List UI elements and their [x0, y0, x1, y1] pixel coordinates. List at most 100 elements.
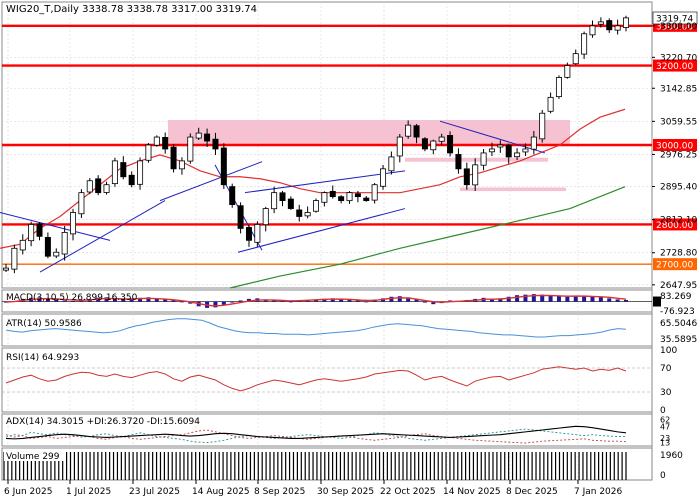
- candle-body: [614, 25, 621, 31]
- candle-body: [36, 223, 43, 237]
- candle-body: [480, 152, 487, 166]
- candle-body: [86, 180, 93, 193]
- macd-bar: [288, 301, 293, 303]
- trend-line: [244, 170, 406, 194]
- macd-bar: [347, 299, 352, 302]
- candle-body: [388, 156, 395, 172]
- price-tick-label: 2812.10: [660, 216, 697, 226]
- candle-body: [279, 192, 286, 202]
- trend-line: [439, 120, 546, 154]
- level-label-bg: [653, 139, 697, 151]
- candle-body: [438, 136, 445, 142]
- moving-averages: [0, 108, 626, 289]
- candle-body: [363, 197, 370, 202]
- panel-frames: [1, 1, 653, 481]
- adx-tick-label: 47: [660, 423, 670, 432]
- resistance-zone: [460, 187, 566, 192]
- candle-body: [78, 192, 85, 215]
- candle-body: [597, 21, 604, 25]
- rsi-tick-label: 100: [660, 346, 677, 356]
- time-tick-label: 23 Jul 2025: [129, 487, 180, 497]
- macd-bar: [422, 301, 427, 303]
- macd-bar: [297, 301, 302, 302]
- macd-bar: [238, 300, 243, 302]
- time-tick-label: 14 Nov 2025: [443, 487, 501, 497]
- adx-minus-di-line: [5, 429, 627, 444]
- candle-body: [413, 125, 420, 138]
- candle-body: [145, 144, 152, 161]
- macd-bar: [540, 294, 545, 302]
- macd-tick-label: -76.923: [660, 307, 695, 317]
- candle-body: [254, 224, 261, 243]
- candle-body: [3, 267, 9, 271]
- time-tick-label: 7 Jan 2026: [574, 487, 622, 497]
- time-tick-label: 8 Sep 2025: [254, 487, 305, 497]
- current-price-label: 3319.74: [656, 14, 693, 24]
- resistance-zone: [405, 157, 548, 162]
- candle-body: [396, 136, 403, 157]
- volume-tick-label: 0: [660, 471, 666, 481]
- candle-body: [262, 208, 269, 226]
- level-label: 3000.00: [656, 142, 693, 152]
- price-tick-label: 3059.55: [660, 117, 697, 127]
- level-label: 3200.00: [656, 62, 693, 72]
- macd-bar: [590, 296, 595, 302]
- candle-body: [204, 133, 211, 142]
- time-tick-label: 8 Dec 2025: [506, 487, 558, 497]
- macd-bar: [565, 296, 570, 302]
- atr-line: [5, 318, 627, 338]
- candle-body: [321, 192, 328, 203]
- macd-bar: [364, 301, 369, 303]
- rsi-tick-label: 70: [660, 364, 672, 374]
- macd-bar: [489, 299, 494, 302]
- atr-panel: ATR(14) 50.9586 65.5046 35.5895: [5, 318, 697, 345]
- level-label-bg: [653, 218, 697, 231]
- macd-bar: [515, 295, 520, 302]
- macd-bar: [121, 299, 126, 302]
- candle-body: [220, 147, 227, 186]
- price-tick-label: 2647.95: [660, 281, 697, 291]
- macd-bar: [163, 299, 168, 302]
- macd-bar: [221, 301, 226, 305]
- level-label: 2800.00: [656, 221, 693, 231]
- candle-body: [371, 184, 378, 201]
- adx-tick-label: 13: [660, 439, 670, 448]
- candle-body: [522, 148, 529, 153]
- panel-frame-rsi: [1, 347, 653, 413]
- candle-body: [61, 231, 68, 255]
- candle-body: [547, 96, 554, 112]
- candle-body: [555, 77, 562, 98]
- candle-body: [589, 25, 596, 36]
- macd-zero-marker: [653, 296, 661, 307]
- macd-bar: [506, 296, 511, 302]
- candle-body: [162, 137, 169, 150]
- candle-body: [354, 193, 361, 198]
- macd-bar: [171, 300, 176, 302]
- candle-body: [623, 17, 630, 28]
- adx-panel: ADX(14) 34.3015 +DI:26.3720 -DI:15.6094 6…: [5, 416, 670, 448]
- macd-bar: [179, 301, 184, 303]
- macd-bar: [607, 298, 612, 302]
- macd-bar: [154, 298, 159, 302]
- candle-body: [312, 200, 319, 212]
- macd-bar: [431, 301, 436, 305]
- macd-panel: MACD(3,10,5) 26.899 16.350 83.269 -76.923: [2, 292, 695, 317]
- volume-panel: Volume 299 1960 0: [3, 450, 683, 481]
- candle-body: [44, 237, 51, 257]
- candle-body: [572, 53, 579, 65]
- time-tick-label: 22 Oct 2025: [380, 487, 436, 497]
- macd-bar: [372, 300, 377, 302]
- time-tick-label: 1 Jul 2025: [66, 487, 111, 497]
- macd-bar: [531, 294, 536, 302]
- price-grid: [2, 2, 652, 480]
- candle-body: [472, 164, 479, 186]
- macd-bar: [146, 297, 151, 302]
- adx-plus-di-line: [5, 428, 626, 444]
- candle-body: [237, 205, 244, 229]
- candle-body: [229, 186, 236, 205]
- time-tick-label: 14 Aug 2025: [192, 487, 250, 497]
- candle-body: [53, 251, 60, 257]
- candle-body: [271, 192, 278, 210]
- macd-bar: [272, 300, 277, 302]
- trend-line: [39, 200, 166, 273]
